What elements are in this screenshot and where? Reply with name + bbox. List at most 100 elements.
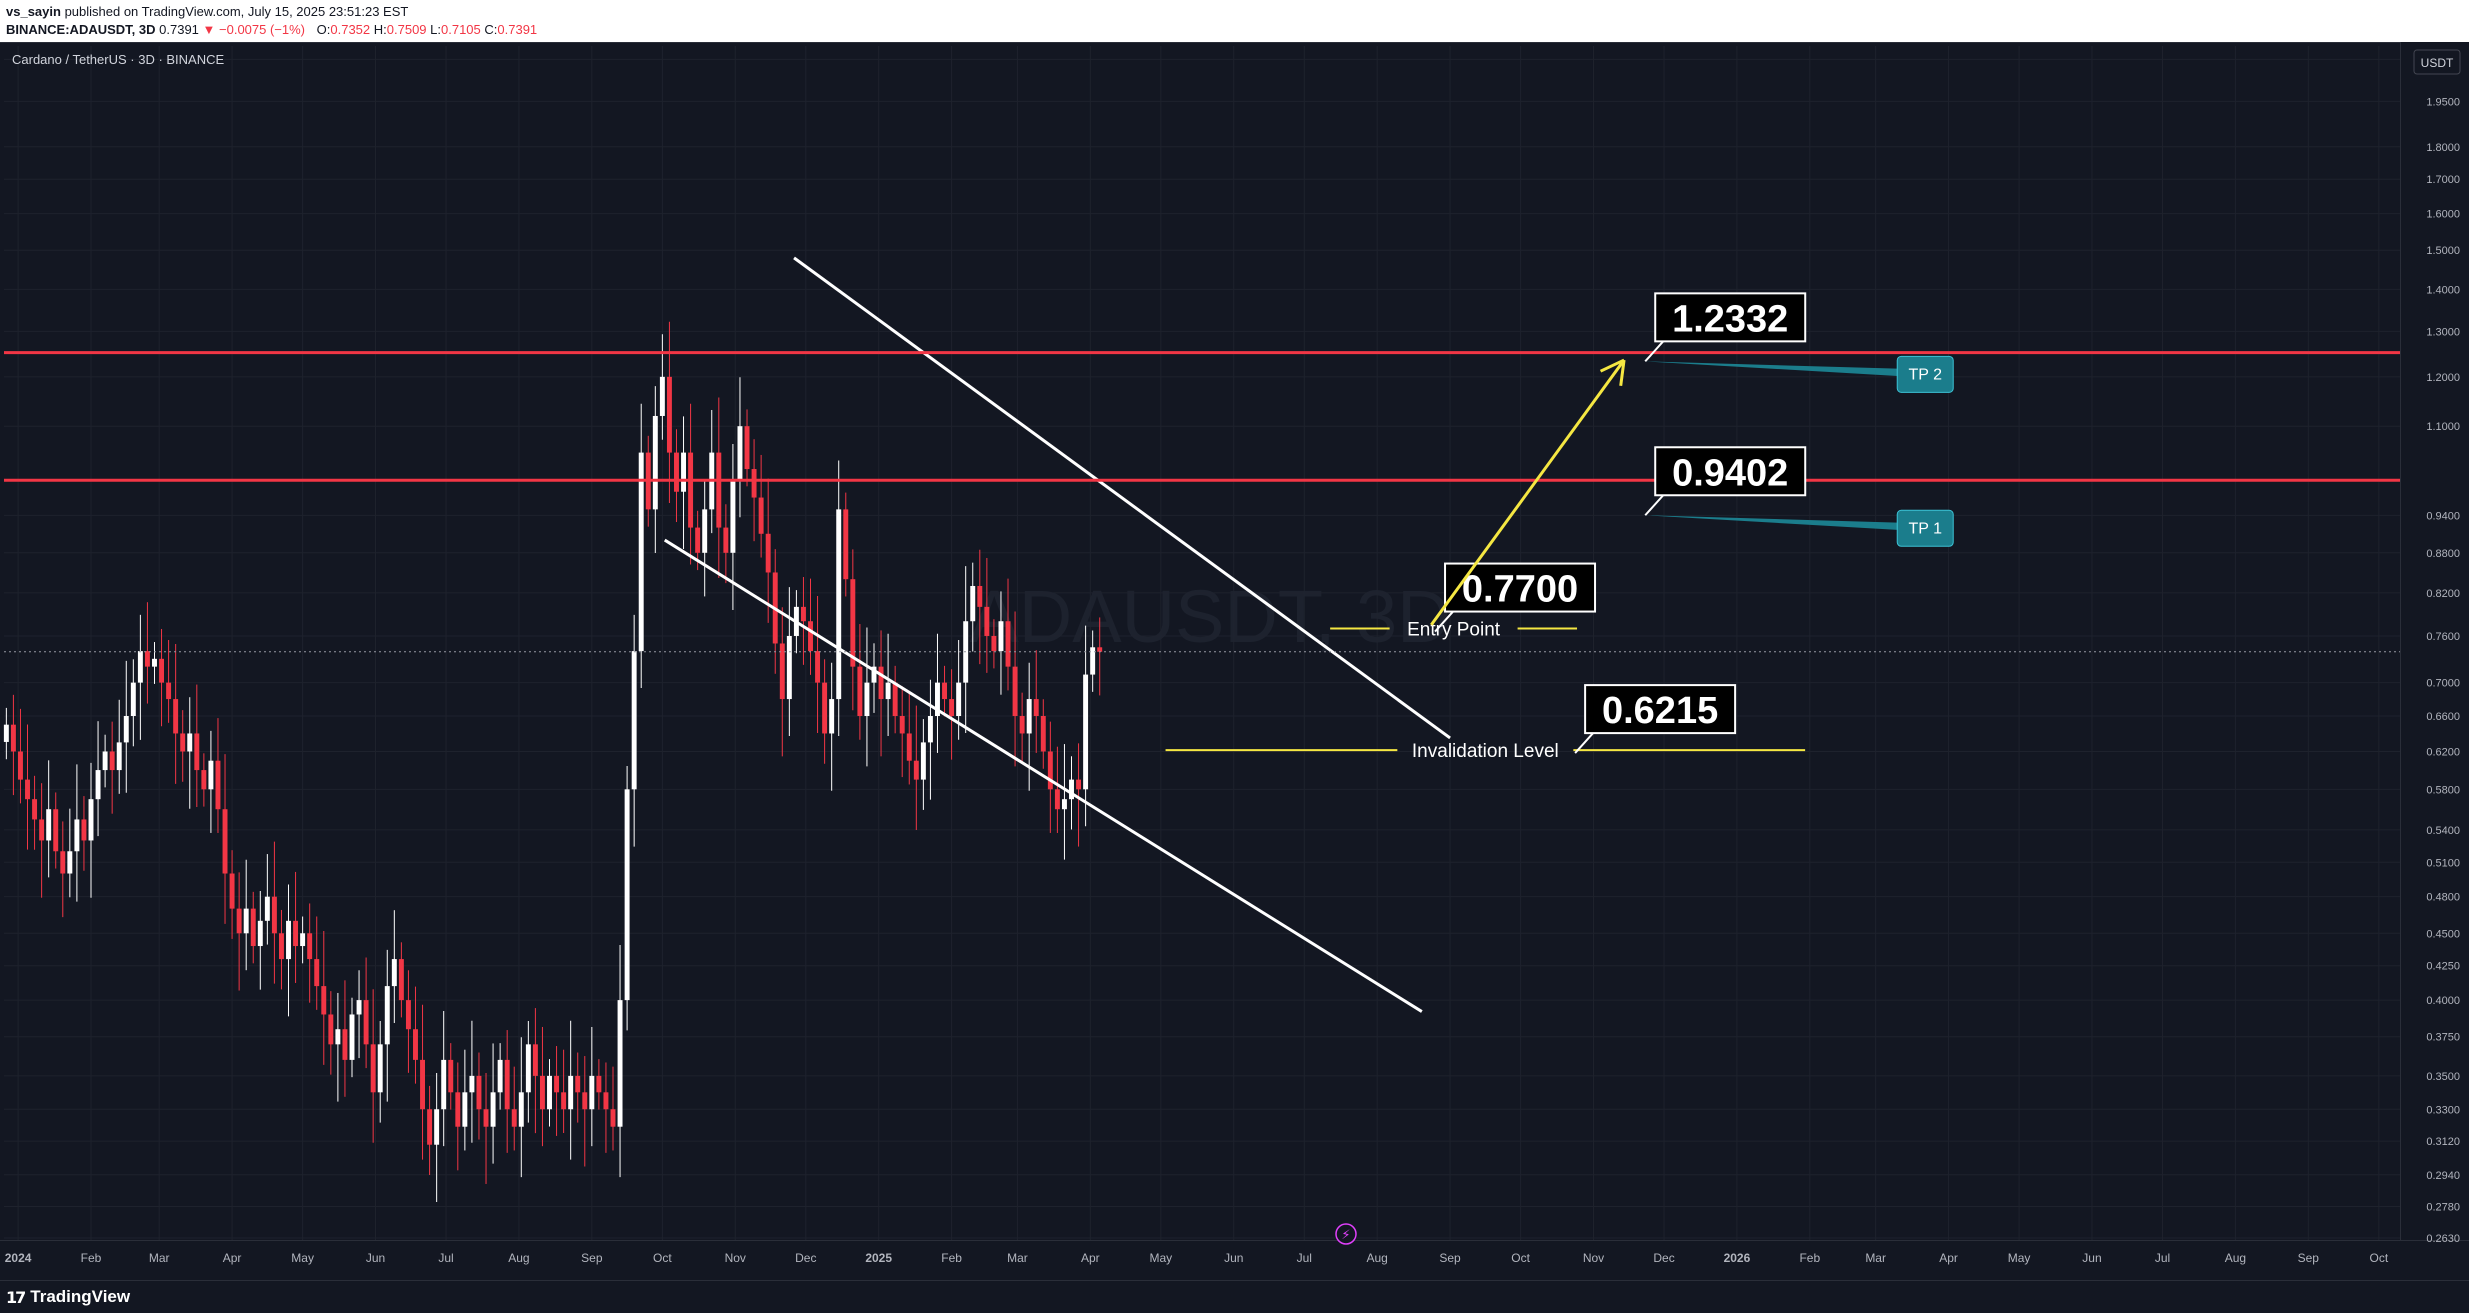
candle (511, 1066, 517, 1151)
candle (1061, 744, 1067, 860)
candle (765, 478, 771, 623)
candle (702, 479, 708, 597)
candle-body (913, 760, 919, 780)
candle (39, 783, 45, 898)
x-tick-label: 2024 (5, 1251, 32, 1265)
footer-bar: 17 TradingView (0, 1280, 2469, 1313)
publish-header: vs_sayin published on TradingView.com, J… (0, 0, 2469, 42)
candle-body (3, 724, 9, 742)
candle-body (624, 789, 630, 1001)
candle (116, 699, 122, 794)
candle-body (666, 376, 672, 453)
candle-body (462, 1092, 468, 1127)
candle (243, 859, 249, 971)
y-tick-label: 0.4800 (2426, 892, 2460, 904)
candle-body (405, 1000, 411, 1030)
candle (539, 1026, 545, 1147)
projection-arrow[interactable] (1430, 359, 1626, 626)
entry-callout-value: 0.7700 (1462, 569, 1578, 611)
target-callout-box[interactable] (1654, 446, 1807, 497)
flash-icon[interactable]: ⚡ (1335, 1223, 1357, 1245)
candle (130, 659, 136, 747)
candle (476, 1052, 482, 1140)
candle (688, 403, 694, 565)
candle (152, 642, 157, 684)
channel-lower-line[interactable] (663, 538, 1423, 1013)
candle-body (363, 1000, 369, 1045)
currency-button[interactable]: USDT (2413, 49, 2461, 75)
y-tick-label: 0.7000 (2426, 678, 2460, 690)
candle-body (836, 509, 842, 700)
candle (307, 903, 313, 1003)
candle-body (539, 1075, 545, 1110)
candle (1019, 692, 1025, 764)
candle (652, 386, 658, 553)
candle-body (822, 682, 828, 734)
x-tick-label: Feb (941, 1251, 962, 1265)
candle-body (349, 1014, 355, 1060)
invalidation-label: Invalidation Level (1412, 741, 1559, 762)
x-tick-label: Jun (1224, 1251, 1243, 1265)
candle (942, 665, 947, 717)
x-tick-label: Jun (2082, 1251, 2101, 1265)
candle-body (1047, 751, 1053, 790)
candle-body (88, 799, 94, 841)
entry-callout-pointer (1434, 610, 1454, 633)
tradingview-logo-icon: 17 (6, 1287, 26, 1307)
candle (53, 792, 59, 869)
candle-body (229, 873, 235, 909)
candle (384, 949, 390, 1102)
x-tick-label: Mar (1007, 1251, 1028, 1265)
candle (744, 409, 750, 487)
y-tick-label: 1.2000 (2426, 372, 2460, 384)
candle (1012, 611, 1018, 767)
y-tick-label: 0.2780 (2426, 1202, 2460, 1214)
candle (159, 628, 165, 727)
publisher-name[interactable]: vs_sayin (6, 4, 61, 19)
x-tick-label: May (291, 1251, 314, 1265)
candle-body (427, 1109, 433, 1145)
target-badge[interactable] (1896, 509, 1954, 547)
candle-body (857, 666, 863, 717)
candle-body (17, 751, 23, 780)
target-badge[interactable] (1896, 355, 1954, 393)
candle-body (511, 1109, 517, 1127)
x-tick-label: Apr (1939, 1251, 1958, 1265)
candle (1097, 617, 1103, 696)
target-callout-box[interactable] (1654, 292, 1807, 343)
candle-body (610, 1109, 616, 1127)
candle-body (314, 959, 320, 987)
y-tick-label: 0.5100 (2426, 857, 2460, 869)
candle-body (1061, 799, 1067, 810)
candle-body (977, 585, 983, 607)
candle (102, 734, 108, 788)
candle (681, 416, 687, 549)
candle-body (723, 527, 729, 553)
symbol-line: BINANCE:ADAUSDT, 3D 0.7391 ▼ −0.0075 (−1… (6, 21, 537, 39)
candle (17, 708, 23, 804)
candle-body (815, 651, 821, 683)
candle-body (956, 682, 962, 717)
invalidation-callout-box[interactable] (1584, 684, 1737, 735)
candle (949, 669, 955, 760)
symbol-name[interactable]: BINANCE:ADAUSDT, 3D (6, 22, 156, 37)
x-tick-label: Sep (1439, 1251, 1461, 1265)
candle (420, 1004, 426, 1160)
price-chart[interactable]: ADAUSDT, 3D 1.25231.0000Entry PointInval… (0, 42, 2469, 1280)
candle-body (991, 635, 997, 652)
candle-body (173, 699, 179, 734)
candle (1026, 662, 1032, 791)
candle-body (582, 1092, 588, 1110)
channel-upper-line[interactable] (793, 256, 1451, 740)
candle-body (420, 1059, 426, 1110)
y-tick-label: 0.3300 (2426, 1104, 2460, 1116)
candle-body (130, 682, 136, 717)
candle-body (32, 799, 38, 820)
candle (906, 690, 912, 785)
candle-body (250, 908, 256, 947)
tradingview-logo[interactable]: 17 TradingView (6, 1287, 130, 1307)
y-tick-label: 0.9400 (2426, 510, 2460, 522)
candle-body (843, 509, 849, 580)
candle (349, 997, 355, 1078)
